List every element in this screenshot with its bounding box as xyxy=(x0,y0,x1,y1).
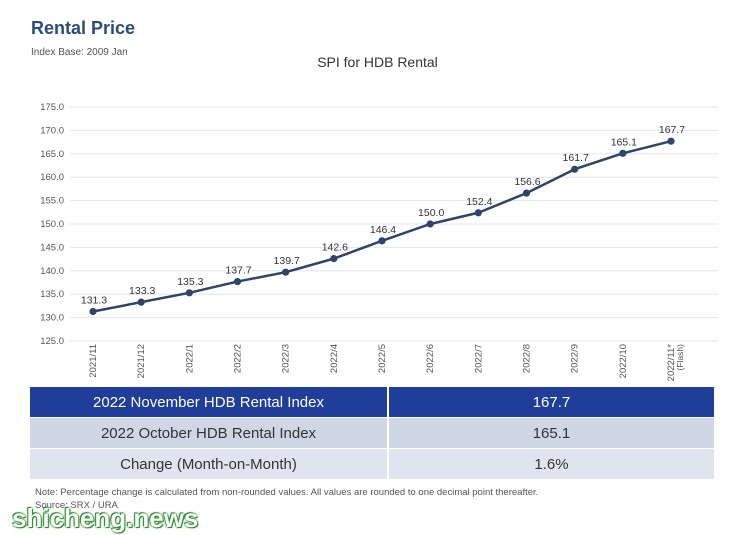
data-point xyxy=(474,209,482,217)
data-label: 146.4 xyxy=(370,224,396,236)
table-row-october: 2022 October HDB Rental Index 165.1 xyxy=(30,417,714,449)
data-point xyxy=(89,307,97,316)
x-tick-label-text: 2021/11 xyxy=(88,344,99,378)
x-tick-label-text: 2022/10 xyxy=(618,344,629,378)
x-tick-label: 2022/2 xyxy=(233,344,244,373)
x-tick-label-text: 2022/7 xyxy=(473,344,484,373)
x-tick-label-text: 2022/2 xyxy=(233,344,244,373)
x-tick-label-text: 2021/12 xyxy=(136,344,147,378)
data-point xyxy=(282,268,290,276)
y-axis-tick-labels: 125.0 130.0 135.0 140.0 145.0 150.0 155.0 160.0… xyxy=(40,102,64,347)
table-cell-value: 165.1 xyxy=(388,417,714,449)
x-tick-label: 2022/8 xyxy=(522,344,533,373)
y-tick-label: 175.0 xyxy=(40,102,64,113)
y-tick-label: 140.0 xyxy=(40,266,64,277)
x-tick-label: 2022/6 xyxy=(425,344,436,373)
table-row-change: Change (Month-on-Month) 1.6% xyxy=(30,448,714,479)
y-tick-label: 155.0 xyxy=(40,196,64,207)
x-tick-label-text: 2022/5 xyxy=(377,344,388,373)
table-cell-label: Change (Month-on-Month) xyxy=(30,448,389,479)
footnote-source: Source: SRX / URA xyxy=(35,500,118,511)
x-tick-label: 2021/12 xyxy=(136,344,147,378)
x-tick-label: 2021/11 xyxy=(88,344,99,378)
x-tick-label: 2022/1 xyxy=(184,344,195,373)
data-label: 135.3 xyxy=(177,276,203,288)
x-tick-sublabel: (Flash) xyxy=(675,344,685,371)
page-title: Rental Price xyxy=(31,18,136,38)
data-label: 139.7 xyxy=(274,255,300,267)
data-label: 165.1 xyxy=(611,136,637,148)
data-labels: 131.3 133.3 135.3 137.7 139.7 142.6 146.4 150.0… xyxy=(81,124,685,306)
x-tick-label-text: 2022/9 xyxy=(570,344,581,373)
data-label: 156.6 xyxy=(514,176,540,188)
x-tick-label-text: 2022/1 xyxy=(184,344,195,373)
table-cell-label: 2022 October HDB Rental Index xyxy=(30,417,389,449)
data-label: 133.3 xyxy=(129,285,155,297)
x-tick-label: 2022/5 xyxy=(377,344,388,373)
x-tick-label-text: 2022/6 xyxy=(425,344,436,373)
y-tick-label: 125.0 xyxy=(40,336,64,347)
x-tick-label: 2022/7 xyxy=(473,344,484,373)
footnote-note: Note: Percentage change is calculated fr… xyxy=(35,487,539,498)
data-label: 152.4 xyxy=(466,196,492,208)
chart-title: SPI for HDB Rental xyxy=(317,54,438,70)
x-tick-label: 2022/3 xyxy=(281,344,292,373)
data-point xyxy=(233,277,242,286)
data-point xyxy=(619,149,627,157)
data-point xyxy=(330,255,338,263)
y-tick-label: 150.0 xyxy=(40,219,64,230)
y-tick-label: 170.0 xyxy=(40,125,64,136)
data-point xyxy=(522,189,531,197)
data-label: 142.6 xyxy=(322,242,348,254)
x-tick-label: 2022/9 xyxy=(570,344,581,373)
data-point xyxy=(426,220,434,228)
x-tick-label: 2022/11*(Flash) xyxy=(666,344,685,382)
data-point xyxy=(137,298,145,306)
summary-table: 2022 November HDB Rental Index 167.7 202… xyxy=(30,387,714,479)
data-label: 161.7 xyxy=(563,152,589,164)
table-cell-value: 1.6% xyxy=(388,448,714,479)
x-tick-label-text: 2022/3 xyxy=(281,344,292,373)
y-tick-label: 165.0 xyxy=(40,149,64,160)
footnote: Note: Percentage change is calculated fr… xyxy=(35,486,538,512)
data-label: 167.7 xyxy=(659,124,685,136)
grid-lines xyxy=(70,106,718,342)
data-point xyxy=(571,165,579,173)
table-cell-value: 167.7 xyxy=(388,387,714,418)
x-tick-label: 2022/4 xyxy=(329,344,340,373)
y-tick-label: 160.0 xyxy=(40,172,64,183)
data-label: 131.3 xyxy=(81,295,107,307)
x-axis-tick-labels: 2021/11 2021/12 2022/1 2022/2 2022/3 2022/4 20… xyxy=(88,344,685,382)
x-tick-label: 2022/10 xyxy=(618,344,629,378)
y-tick-label: 130.0 xyxy=(40,313,64,324)
table-row-november: 2022 November HDB Rental Index 167.7 xyxy=(30,387,714,418)
data-point xyxy=(185,289,193,297)
data-label: 137.7 xyxy=(225,265,251,277)
y-tick-label: 135.0 xyxy=(40,289,64,300)
data-point xyxy=(378,237,386,245)
data-label: 150.0 xyxy=(418,207,444,219)
x-tick-label-text: 2022/4 xyxy=(329,344,340,373)
line-chart: 125.0 130.0 135.0 140.0 145.0 150.0 155.0 160.0… xyxy=(40,102,718,382)
x-tick-label-text: 2022/11* xyxy=(666,344,677,382)
data-point xyxy=(667,137,675,145)
x-tick-label-text: 2022/8 xyxy=(522,344,533,373)
table-cell-label: 2022 November HDB Rental Index xyxy=(30,387,389,418)
watermark: shicheng.news xyxy=(12,503,199,533)
y-tick-label: 145.0 xyxy=(40,242,64,253)
index-base-subtitle: Index Base: 2009 Jan xyxy=(31,47,128,58)
data-points xyxy=(89,137,675,316)
